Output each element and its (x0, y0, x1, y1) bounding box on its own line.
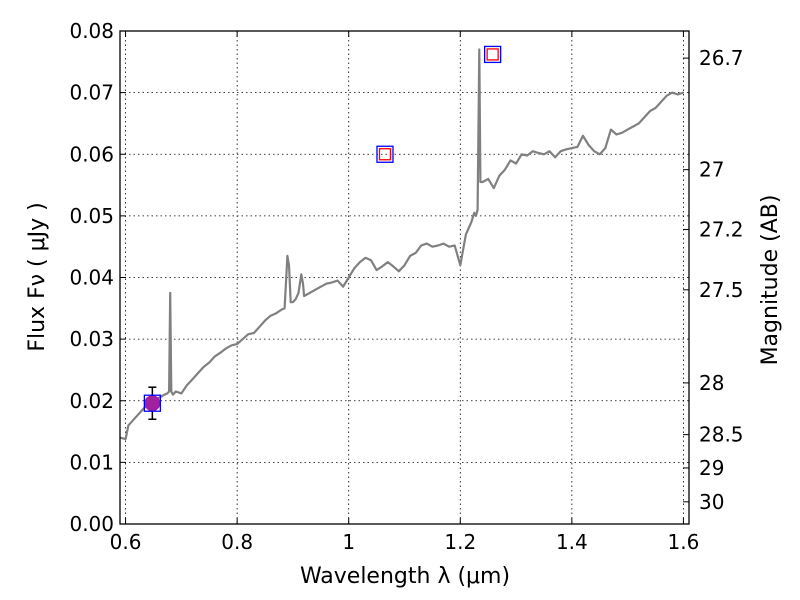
model-flux-square (486, 48, 499, 61)
markers-layer (143, 45, 502, 420)
y-tick-label: 0.07 (69, 81, 114, 105)
x-tick-label: 1 (342, 530, 355, 554)
y2-tick-label: 26.7 (699, 46, 744, 70)
x-axis-label: Wavelength λ (μm) (300, 564, 510, 589)
y-tick-label: 0.05 (69, 204, 114, 228)
model-flux-square (378, 148, 392, 161)
y2-tick-label: 28.5 (699, 423, 744, 447)
y-tick-label: 0.03 (69, 327, 114, 351)
y2-tick-label: 27.2 (699, 217, 744, 241)
grid-lines (120, 30, 689, 525)
y2-tick-label: 30 (699, 490, 724, 514)
y-tick-label: 0.00 (69, 512, 114, 536)
y2-tick-label: 27 (699, 158, 724, 182)
sed-spectrum-line (119, 48, 684, 441)
photometry-point (144, 395, 161, 412)
y2-tick-label: 27.5 (699, 278, 744, 302)
y-tick-label: 0.04 (69, 266, 114, 290)
x-tick-label: 1.6 (668, 530, 700, 554)
x-tick-label: 0.6 (110, 530, 142, 554)
y-tick-label: 0.02 (69, 389, 114, 413)
model-flux-square (143, 394, 162, 412)
ticks-layer: 0.6 0.8 1 1.2 1.4 1.6 0.00 0.01 0.02 0.03 0.04 0.05… (69, 19, 743, 554)
model-flux-square (376, 145, 394, 163)
x-tick-label: 1.4 (556, 530, 588, 554)
y-axis-label: Flux Fν ( μJy ) (25, 202, 50, 351)
series-layer (119, 48, 684, 441)
y2-tick-label: 28 (699, 371, 724, 395)
y-tick-label: 0.01 (69, 450, 114, 474)
y-tick-label: 0.06 (69, 142, 114, 166)
y2-axis-label: Magnitude (AB) (758, 195, 783, 366)
y2-tick-label: 29 (699, 456, 724, 480)
x-tick-label: 1.2 (444, 530, 476, 554)
x-tick-label: 0.8 (221, 530, 253, 554)
y-tick-label: 0.08 (69, 19, 114, 43)
model-flux-square (483, 45, 502, 64)
